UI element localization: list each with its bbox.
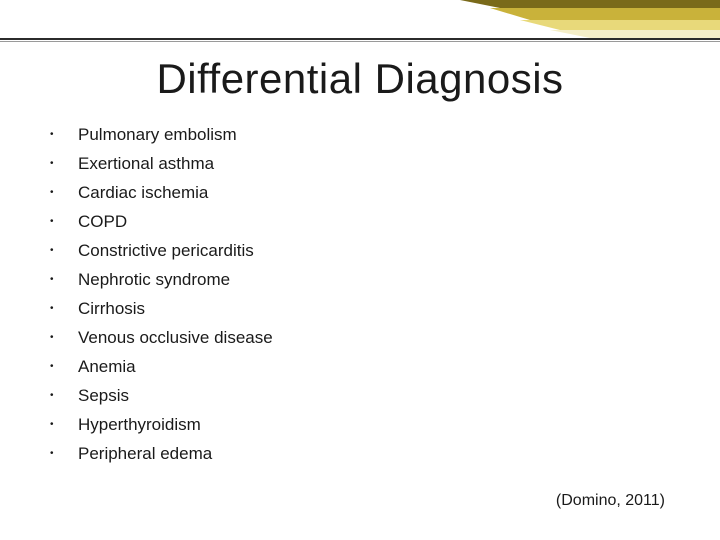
bullet-icon: • [50, 449, 78, 459]
horizontal-rule [0, 38, 720, 42]
slide-title: Differential Diagnosis [0, 55, 720, 103]
bullet-icon: • [50, 362, 78, 372]
list-item-label: Exertional asthma [78, 154, 214, 174]
bullet-icon: • [50, 188, 78, 198]
bullet-icon: • [50, 275, 78, 285]
list-item: • Cirrhosis [50, 299, 273, 319]
bullet-icon: • [50, 420, 78, 430]
list-item-label: Cirrhosis [78, 299, 145, 319]
bullet-icon: • [50, 391, 78, 401]
list-item: • Sepsis [50, 386, 273, 406]
bullet-icon: • [50, 333, 78, 343]
list-item-label: Nephrotic syndrome [78, 270, 230, 290]
citation: (Domino, 2011) [556, 492, 665, 510]
bullet-icon: • [50, 217, 78, 227]
list-item: • Venous occlusive disease [50, 328, 273, 348]
list-item: • Cardiac ischemia [50, 183, 273, 203]
list-item-label: COPD [78, 212, 127, 232]
list-item-label: Anemia [78, 357, 136, 377]
list-item: • Exertional asthma [50, 154, 273, 174]
list-item: • Hyperthyroidism [50, 415, 273, 435]
list-item-label: Sepsis [78, 386, 129, 406]
bullet-icon: • [50, 130, 78, 140]
bullet-icon: • [50, 304, 78, 314]
list-item: • Anemia [50, 357, 273, 377]
list-item-label: Pulmonary embolism [78, 125, 237, 145]
bullet-icon: • [50, 159, 78, 169]
bullet-icon: • [50, 246, 78, 256]
diagnosis-list: • Pulmonary embolism • Exertional asthma… [50, 125, 273, 473]
list-item-label: Venous occlusive disease [78, 328, 273, 348]
list-item-label: Peripheral edema [78, 444, 212, 464]
list-item-label: Cardiac ischemia [78, 183, 208, 203]
list-item: • Peripheral edema [50, 444, 273, 464]
list-item-label: Hyperthyroidism [78, 415, 201, 435]
list-item-label: Constrictive pericarditis [78, 241, 254, 261]
list-item: • Pulmonary embolism [50, 125, 273, 145]
slide: Differential Diagnosis • Pulmonary embol… [0, 0, 720, 540]
list-item: • Constrictive pericarditis [50, 241, 273, 261]
list-item: • Nephrotic syndrome [50, 270, 273, 290]
top-accent-graphic [460, 0, 720, 40]
list-item: • COPD [50, 212, 273, 232]
